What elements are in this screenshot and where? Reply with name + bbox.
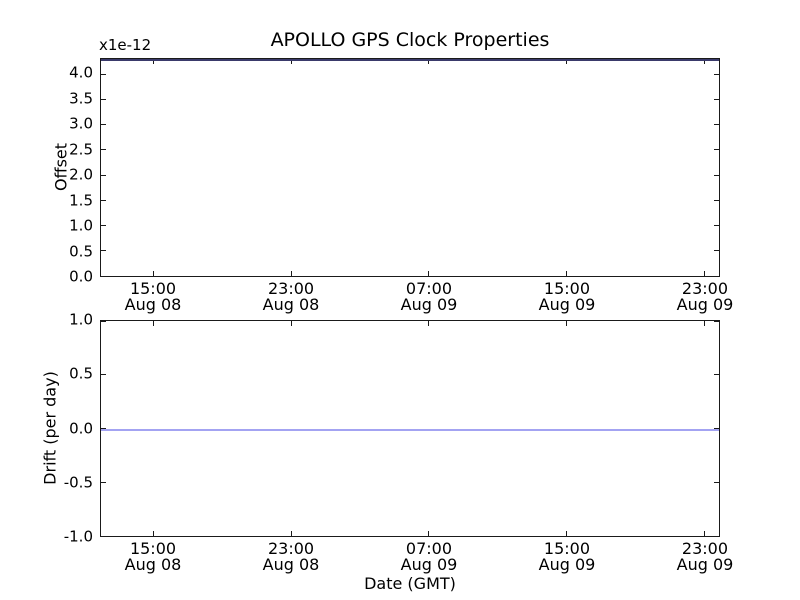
y-tick-label: 3.0 xyxy=(69,114,93,133)
y-tick-mark xyxy=(714,320,719,322)
x-tick-mark xyxy=(153,531,155,536)
x-tick-label: 23:00 Aug 08 xyxy=(251,281,331,313)
x-tick-mark xyxy=(703,59,705,64)
y-tick-label: -1.0 xyxy=(63,527,93,546)
y-tick-mark xyxy=(714,199,719,201)
x-tick-mark xyxy=(290,59,292,64)
x-tick-label: 07:00 Aug 09 xyxy=(389,281,469,313)
y-tick-mark xyxy=(101,73,106,75)
x-tick-label: 15:00 Aug 09 xyxy=(527,541,607,573)
x-tick-date: Aug 08 xyxy=(262,555,320,574)
x-tick-date: Aug 08 xyxy=(124,295,182,314)
y-tick-label: -0.5 xyxy=(63,473,93,492)
y-tick-mark xyxy=(101,124,106,126)
x-tick-mark xyxy=(565,59,567,64)
x-tick-date: Aug 09 xyxy=(538,295,596,314)
x-tick-label: 15:00 Aug 09 xyxy=(527,281,607,313)
y-tick-label: 2.5 xyxy=(69,140,93,159)
x-tick-date: Aug 09 xyxy=(676,555,734,574)
y-tick-mark xyxy=(714,98,719,100)
y-tick-mark xyxy=(101,481,106,483)
x-tick-mark xyxy=(703,321,705,326)
y-tick-mark xyxy=(101,320,106,322)
y-tick-label: 1.0 xyxy=(69,216,93,235)
y-tick-mark xyxy=(101,250,106,252)
x-tick-mark xyxy=(290,531,292,536)
y-tick-mark xyxy=(101,275,106,277)
x-tick-label: 07:00 Aug 09 xyxy=(389,541,469,573)
x-tick-label: 23:00 Aug 09 xyxy=(665,541,745,573)
x-tick-time: 23:00 xyxy=(681,279,729,298)
offset-series-line xyxy=(101,59,719,61)
x-tick-date: Aug 09 xyxy=(400,295,458,314)
x-tick-label: 15:00 Aug 08 xyxy=(113,541,193,573)
x-tick-mark xyxy=(565,271,567,276)
y-tick-mark xyxy=(101,374,106,376)
x-tick-mark xyxy=(428,271,430,276)
y-tick-label: 2.0 xyxy=(69,165,93,184)
x-tick-time: 15:00 xyxy=(129,539,177,558)
y-tick-label: 0.0 xyxy=(69,419,93,437)
x-tick-time: 15:00 xyxy=(543,279,591,298)
x-tick-mark xyxy=(153,271,155,276)
y-tick-mark xyxy=(101,98,106,100)
y-tick-label: 1.5 xyxy=(69,191,93,210)
y-tick-mark xyxy=(714,275,719,277)
y-tick-mark xyxy=(714,481,719,483)
y-tick-label: 3.5 xyxy=(69,89,93,108)
y-tick-mark xyxy=(101,535,106,537)
x-tick-mark xyxy=(290,321,292,326)
y-tick-label: 0.0 xyxy=(69,267,93,286)
chart-title: APOLLO GPS Clock Properties xyxy=(270,29,550,51)
x-tick-mark xyxy=(703,271,705,276)
offset-plot-area xyxy=(100,58,720,277)
y-tick-mark xyxy=(714,535,719,537)
x-tick-label: 23:00 Aug 09 xyxy=(665,281,745,313)
x-tick-date: Aug 08 xyxy=(262,295,320,314)
x-tick-time: 07:00 xyxy=(405,539,453,558)
x-tick-time: 23:00 xyxy=(267,279,315,298)
x-tick-mark xyxy=(428,321,430,326)
x-tick-date: Aug 09 xyxy=(676,295,734,314)
x-tick-time: 23:00 xyxy=(681,539,729,558)
drift-series-line xyxy=(101,428,719,431)
y-tick-label: 0.5 xyxy=(69,242,93,261)
y-tick-mark xyxy=(714,225,719,227)
x-tick-date: Aug 08 xyxy=(124,555,182,574)
x-tick-date: Aug 09 xyxy=(400,555,458,574)
x-tick-mark xyxy=(565,321,567,326)
x-tick-mark xyxy=(153,59,155,64)
x-tick-mark xyxy=(290,271,292,276)
x-tick-mark xyxy=(565,531,567,536)
x-tick-date: Aug 09 xyxy=(538,555,596,574)
y-tick-label: 4.0 xyxy=(69,63,93,82)
y-tick-label: 1.0 xyxy=(69,310,93,329)
y-tick-mark xyxy=(101,174,106,176)
y-tick-mark xyxy=(101,199,106,201)
offset-multiplier-label: x1e-12 xyxy=(99,36,152,54)
y-tick-label: 0.5 xyxy=(69,364,93,383)
y-tick-mark xyxy=(714,250,719,252)
y-tick-mark xyxy=(714,73,719,75)
y-tick-mark xyxy=(101,225,106,227)
x-tick-mark xyxy=(428,531,430,536)
x-tick-time: 23:00 xyxy=(267,539,315,558)
y-tick-mark xyxy=(101,149,106,151)
x-tick-mark xyxy=(153,321,155,326)
x-tick-time: 07:00 xyxy=(405,279,453,298)
x-tick-time: 15:00 xyxy=(543,539,591,558)
x-tick-label: 15:00 Aug 08 xyxy=(113,281,193,313)
y-tick-mark xyxy=(714,124,719,126)
x-tick-mark xyxy=(428,59,430,64)
drift-plot-area xyxy=(100,320,720,537)
x-tick-time: 15:00 xyxy=(129,279,177,298)
y-tick-mark xyxy=(714,374,719,376)
x-tick-label: 23:00 Aug 08 xyxy=(251,541,331,573)
y-tick-mark xyxy=(714,149,719,151)
y-tick-mark xyxy=(714,174,719,176)
date-xlabel: Date (GMT) xyxy=(364,574,456,593)
x-tick-mark xyxy=(703,531,705,536)
